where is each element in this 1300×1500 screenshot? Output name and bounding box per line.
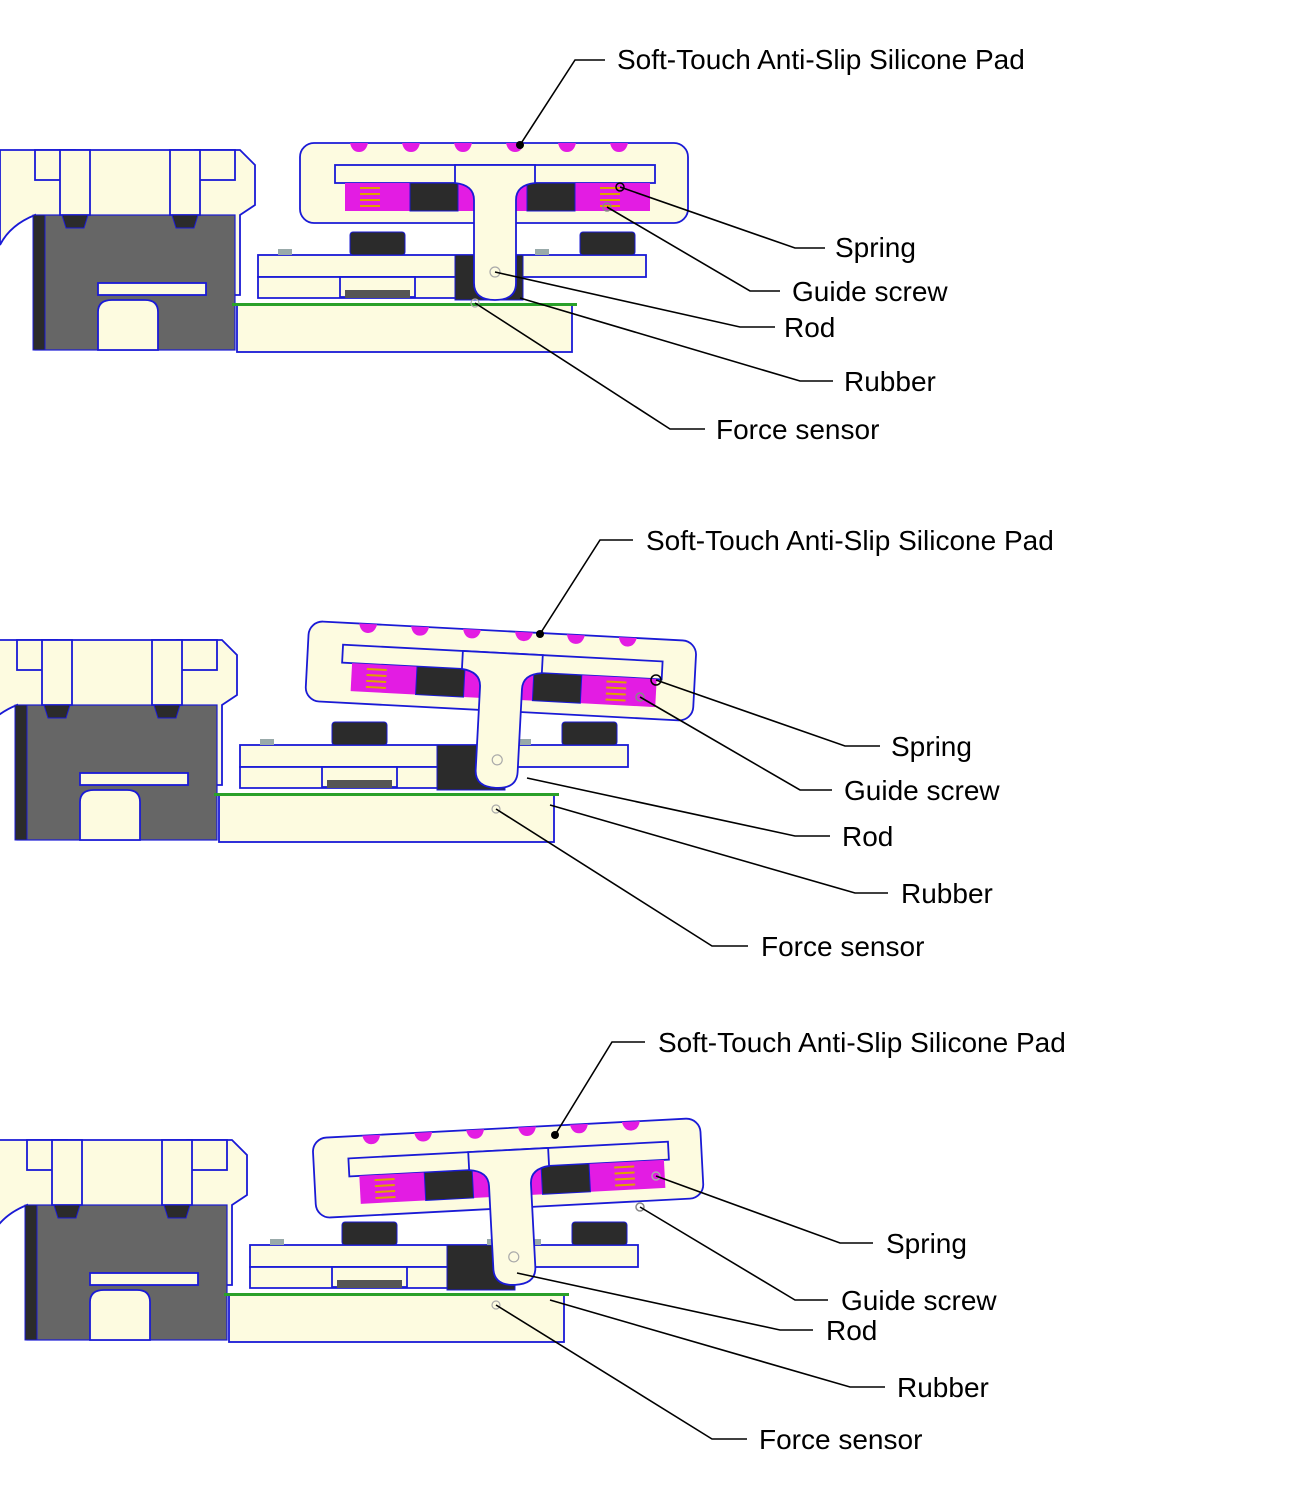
panel-bottom: Soft-Touch Anti-Slip Silicone Pad Spring… [0,1027,1066,1455]
pad-label: Soft-Touch Anti-Slip Silicone Pad [646,525,1054,556]
rod-leader [526,777,830,837]
guide-screw-label: Guide screw [841,1285,997,1316]
panel-middle: Soft-Touch Anti-Slip Silicone Pad Spring… [0,525,1054,962]
pad-leader [554,1041,645,1136]
guide-screw-leader [639,1206,828,1301]
rod-label: Rod [842,821,893,852]
guide-screw-label: Guide screw [792,276,948,307]
guide-screw-label: Guide screw [844,775,1000,806]
guide-screw-leader [639,696,832,791]
panel-top: Soft-Touch Anti-Slip Silicone Pad Spring… [0,44,1025,445]
guide-screw-marker [635,692,645,702]
pad-label: Soft-Touch Anti-Slip Silicone Pad [617,44,1025,75]
guide-screw-leader [606,206,780,292]
rubber-label: Rubber [901,878,993,909]
sensor-marker [470,298,480,308]
spring-label: Spring [835,232,916,263]
sensor-marker [491,804,501,814]
spring-leader [655,679,880,747]
rod-leader [516,1272,813,1331]
spring-leader [655,1175,873,1244]
spring-marker [650,674,662,686]
rubber-leader [549,1299,885,1388]
rod-label: Rod [826,1315,877,1346]
spring-label: Spring [891,731,972,762]
rubber-label: Rubber [897,1372,989,1403]
rubber-leader [519,297,833,382]
rod-leader [494,271,775,328]
spring-marker [615,182,625,192]
guide-screw-marker [635,1202,645,1212]
spring-marker [651,1171,661,1181]
guide-screw-marker [602,202,612,212]
force-sensor-label: Force sensor [716,414,879,445]
pad-leader [539,539,633,635]
rod-label: Rod [784,312,835,343]
spring-label: Spring [886,1228,967,1259]
force-sensor-label: Force sensor [761,931,924,962]
rubber-leader [549,804,888,894]
force-sensor-label: Force sensor [759,1424,922,1455]
force-sensor-leader [495,808,748,947]
rubber-label: Rubber [844,366,936,397]
force-sensor-leader [495,1304,747,1440]
pad-leader [519,59,605,146]
spring-leader [619,186,825,249]
force-sensor-leader [474,302,705,430]
pad-label: Soft-Touch Anti-Slip Silicone Pad [658,1027,1066,1058]
sensor-marker [491,1300,501,1310]
